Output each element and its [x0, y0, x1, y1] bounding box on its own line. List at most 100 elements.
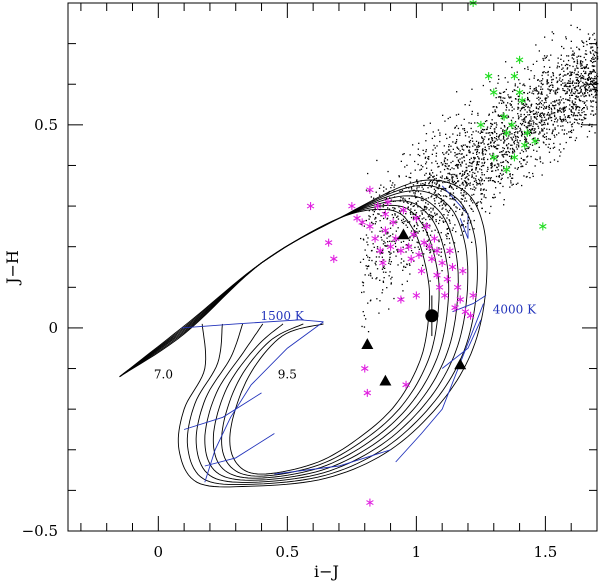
field-star-dot	[491, 154, 494, 156]
field-star-dot	[571, 89, 573, 91]
iso-temperature-line	[181, 319, 324, 329]
field-star-dot	[425, 150, 427, 153]
field-star-dot	[546, 83, 548, 85]
field-star-dot	[488, 113, 490, 115]
field-star-dot	[467, 213, 469, 215]
green-star-point	[502, 128, 511, 137]
triangle-point	[397, 228, 410, 240]
field-star-dot	[501, 122, 503, 124]
field-star-dot	[442, 207, 444, 209]
field-star-dot	[431, 182, 433, 184]
field-star-dot	[491, 132, 494, 134]
field-star-dot	[438, 165, 440, 168]
field-star-dot	[454, 182, 457, 184]
field-star-dot	[554, 105, 556, 107]
field-star-dot	[571, 131, 573, 134]
field-star-dot	[425, 198, 427, 200]
field-star-dot	[525, 150, 527, 152]
field-star-dot	[364, 249, 366, 251]
field-star-dot	[519, 152, 521, 154]
field-star-dot	[400, 297, 403, 299]
field-star-dot	[578, 75, 581, 78]
magenta-star-point	[384, 198, 392, 207]
field-star-dot	[494, 109, 496, 111]
field-star-dot	[528, 78, 531, 80]
field-star-dot	[558, 149, 560, 151]
field-star-dot	[499, 115, 501, 117]
field-star-dot	[503, 132, 505, 134]
field-star-dot	[572, 58, 575, 60]
field-star-dot	[527, 92, 529, 95]
field-star-dot	[551, 132, 553, 135]
field-star-dot	[566, 133, 568, 135]
field-star-dot	[476, 202, 478, 205]
field-star-dot	[503, 168, 505, 170]
field-star-dot	[546, 128, 548, 130]
field-star-dot	[426, 232, 428, 234]
field-star-dot	[503, 147, 505, 150]
field-star-dot	[513, 143, 516, 145]
field-star-dot	[571, 73, 573, 76]
field-star-dot	[425, 172, 427, 175]
field-star-dot	[589, 78, 591, 80]
field-star-dot	[380, 215, 382, 217]
field-star-dot	[449, 184, 451, 186]
field-star-dot	[415, 190, 417, 192]
field-star-dot	[571, 91, 573, 93]
field-star-dot	[468, 205, 471, 207]
field-star-dot	[568, 89, 570, 91]
field-star-dot	[446, 217, 448, 219]
y-tick-label: 0	[48, 319, 58, 337]
field-star-dot	[502, 161, 505, 163]
field-star-dot	[568, 115, 570, 117]
field-star-dot	[465, 211, 467, 213]
field-star-dot	[543, 133, 546, 135]
field-star-dot	[557, 57, 559, 59]
field-star-dot	[580, 75, 582, 77]
field-star-dot	[565, 36, 567, 38]
field-star-dot	[473, 158, 475, 160]
magenta-star-point	[402, 380, 410, 389]
field-star-dot	[498, 144, 500, 146]
field-star-dot	[523, 83, 525, 85]
field-star-dot	[494, 181, 496, 183]
field-star-dot	[595, 82, 598, 84]
field-star-dot	[569, 74, 571, 77]
field-star-dot	[547, 74, 549, 76]
field-star-dot	[383, 277, 385, 279]
field-star-dot	[447, 177, 449, 179]
field-star-dot	[594, 75, 596, 78]
field-star-dot	[451, 197, 454, 200]
field-star-dot	[447, 211, 450, 213]
field-star-dot	[427, 203, 429, 205]
field-star-dot	[454, 183, 456, 185]
field-star-dot	[435, 220, 437, 223]
field-star-dot	[538, 91, 540, 93]
field-star-dot	[562, 82, 564, 84]
field-star-dot	[545, 106, 548, 108]
field-star-dot	[434, 135, 436, 137]
field-star-dot	[457, 113, 460, 115]
field-star-dot	[490, 137, 493, 139]
field-star-dot	[588, 38, 590, 40]
field-star-dot	[577, 77, 579, 79]
field-star-dot	[516, 141, 519, 143]
field-star-dot	[537, 96, 540, 98]
magenta-star-point	[373, 202, 382, 211]
field-star-dot	[464, 132, 466, 134]
field-star-dot	[477, 114, 479, 116]
field-star-dot	[548, 104, 550, 106]
field-star-dot	[480, 184, 482, 186]
field-star-dot	[445, 234, 447, 236]
field-star-dot	[529, 107, 531, 109]
field-star-dot	[437, 231, 439, 234]
field-star-dot	[511, 177, 514, 179]
field-star-dot	[549, 89, 551, 91]
field-star-dot	[412, 190, 414, 192]
field-star-dot	[527, 155, 529, 157]
field-star-dot	[447, 168, 449, 170]
field-star-dot	[391, 240, 393, 243]
field-star-dot	[491, 162, 493, 164]
field-star-dot	[449, 242, 451, 244]
field-star-dot	[497, 155, 499, 157]
